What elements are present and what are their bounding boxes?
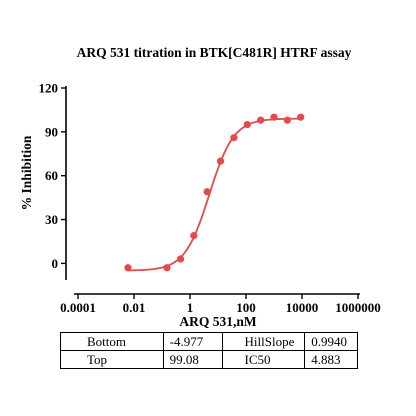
data-point <box>203 188 211 196</box>
table-row: Top 99.08 IC50 4.883 <box>60 350 358 369</box>
x-tick-label: 1000000 <box>335 300 381 315</box>
table-cell: HillSlope <box>221 332 306 351</box>
data-point <box>297 113 305 121</box>
table-cell: IC50 <box>221 350 306 369</box>
fit-parameters-table: Bottom -4.977 HillSlope 0.9940 Top 99.08 IC50 4… <box>60 332 358 369</box>
data-point <box>243 120 251 129</box>
data-point <box>216 157 225 165</box>
data-point <box>163 264 171 272</box>
fit-curve <box>127 117 301 272</box>
table-row: Bottom -4.977 HillSlope 0.9940 <box>60 332 358 351</box>
data-point <box>230 134 238 142</box>
x-tick-label: 0.01 <box>123 300 146 315</box>
points-layer <box>124 113 305 272</box>
y-tick-label: 0 <box>52 256 59 271</box>
chart-title: ARQ 531 titration in BTK[C481R] HTRF ass… <box>77 45 352 60</box>
table-cell: 99.08 <box>162 350 223 369</box>
data-point <box>124 264 132 272</box>
data-point <box>270 113 278 121</box>
dose-response-chart: ARQ 531 titration in BTK[C481R] HTRF ass… <box>19 45 381 329</box>
x-tick-label: 1 <box>187 300 194 315</box>
x-tick-label: 10000 <box>286 300 319 315</box>
y-tick-label: 30 <box>45 212 58 227</box>
data-point <box>283 116 291 124</box>
table-cell: 0.9940 <box>304 332 358 351</box>
table-cell: Top <box>60 350 164 369</box>
data-point <box>257 116 265 124</box>
x-tick-label: 100 <box>236 300 256 315</box>
axes: 0 30 60 90 120 0.0001 0.01 1 100 10000 1000000 <box>39 81 381 316</box>
y-axis-title: % Inhibition <box>19 135 34 210</box>
table-cell: Bottom <box>60 332 164 351</box>
table-cell: -4.977 <box>162 332 223 351</box>
data-point <box>176 255 185 263</box>
x-tick-label: 0.0001 <box>60 300 96 315</box>
y-tick-label: 120 <box>39 81 59 96</box>
y-tick-label: 90 <box>45 124 58 139</box>
y-tick-label: 60 <box>45 168 58 183</box>
x-axis-title: ARQ 531,nM <box>179 314 257 329</box>
fit-layer <box>127 117 301 272</box>
table-cell: 4.883 <box>304 350 358 369</box>
data-point <box>190 232 198 240</box>
